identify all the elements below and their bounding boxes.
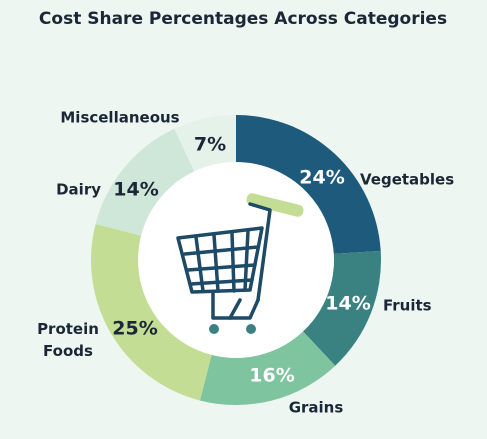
cart-icon bbox=[176, 193, 304, 334]
donut-segment bbox=[174, 115, 236, 174]
legend-label: Vegetables bbox=[360, 171, 454, 189]
legend-label: Dairy bbox=[56, 181, 101, 199]
value-label: 24% bbox=[299, 167, 344, 189]
legend-label: Protein Foods bbox=[37, 320, 99, 360]
donut-segment bbox=[95, 128, 196, 237]
legend-label: Miscellaneous bbox=[60, 109, 179, 127]
value-label: 16% bbox=[249, 365, 294, 387]
donut-segment bbox=[301, 250, 381, 366]
value-label: 25% bbox=[112, 318, 157, 340]
value-label: 14% bbox=[113, 179, 158, 201]
donut bbox=[91, 115, 381, 405]
legend-label: Grains bbox=[289, 399, 344, 417]
chart-title: Cost Share Percentages Across Categories bbox=[39, 9, 447, 29]
value-label: 14% bbox=[325, 293, 370, 315]
donut-segment bbox=[236, 115, 381, 254]
value-label: 7% bbox=[194, 134, 226, 156]
donut-hole bbox=[138, 162, 334, 358]
donut-segment bbox=[91, 223, 213, 401]
donut-segment bbox=[199, 329, 336, 405]
legend-label: Fruits bbox=[383, 297, 432, 315]
